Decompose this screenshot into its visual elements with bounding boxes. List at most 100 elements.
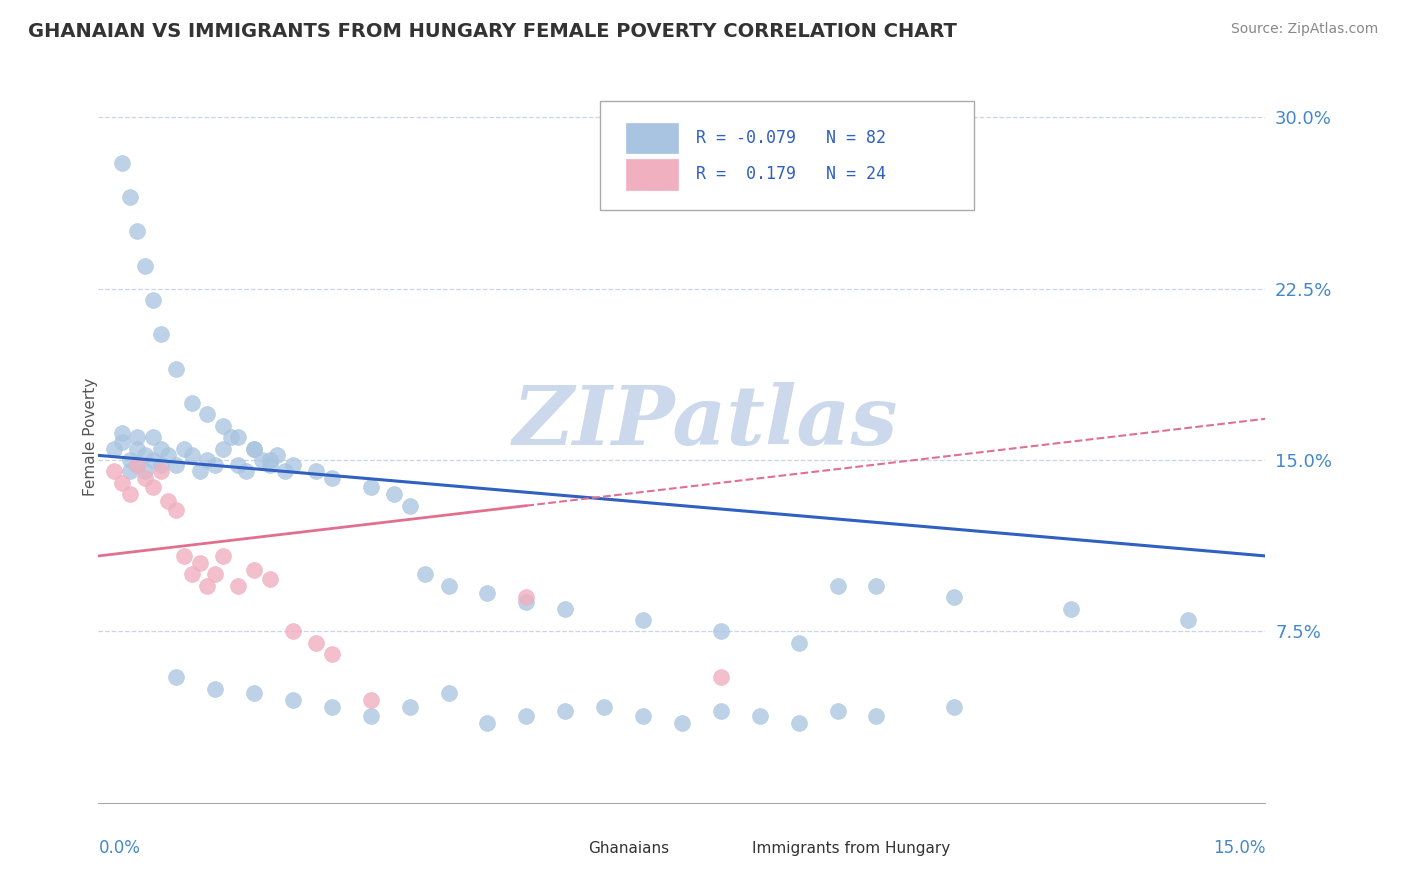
Point — [437, 686, 460, 700]
Point — [477, 715, 499, 730]
Point — [748, 709, 770, 723]
Point — [631, 613, 654, 627]
Point — [710, 670, 733, 684]
Point — [437, 579, 460, 593]
FancyBboxPatch shape — [626, 122, 679, 153]
Point — [243, 686, 266, 700]
Point — [235, 464, 257, 478]
Point — [134, 259, 156, 273]
Point — [398, 699, 420, 714]
Point — [134, 449, 156, 463]
Point — [111, 155, 134, 169]
Point — [173, 442, 195, 456]
Point — [188, 464, 211, 478]
Point — [827, 705, 849, 719]
Point — [165, 503, 187, 517]
Point — [228, 430, 250, 444]
Point — [134, 471, 156, 485]
Point — [212, 442, 235, 456]
Point — [321, 699, 343, 714]
Point — [142, 480, 165, 494]
Point — [515, 709, 537, 723]
Point — [266, 449, 288, 463]
Point — [149, 327, 172, 342]
Point — [157, 449, 180, 463]
Point — [515, 595, 537, 609]
Point — [204, 681, 226, 696]
Point — [127, 442, 149, 456]
Point — [554, 705, 576, 719]
Text: 0.0%: 0.0% — [98, 839, 141, 857]
Point — [865, 579, 887, 593]
Point — [219, 430, 242, 444]
Point — [250, 453, 273, 467]
Point — [305, 464, 328, 478]
Text: 15.0%: 15.0% — [1213, 839, 1265, 857]
Point — [360, 480, 382, 494]
Point — [111, 475, 134, 490]
Text: R = -0.079   N = 82: R = -0.079 N = 82 — [696, 129, 886, 147]
Point — [274, 464, 297, 478]
Point — [195, 579, 218, 593]
Point — [103, 464, 125, 478]
Point — [165, 458, 187, 472]
Point — [1060, 601, 1083, 615]
Text: GHANAIAN VS IMMIGRANTS FROM HUNGARY FEMALE POVERTY CORRELATION CHART: GHANAIAN VS IMMIGRANTS FROM HUNGARY FEMA… — [28, 22, 957, 41]
Point — [477, 585, 499, 599]
Point — [281, 693, 304, 707]
Point — [259, 458, 281, 472]
Point — [173, 549, 195, 563]
Text: Immigrants from Hungary: Immigrants from Hungary — [752, 840, 950, 855]
Point — [787, 715, 810, 730]
Point — [281, 624, 304, 639]
Point — [1177, 613, 1199, 627]
Point — [321, 647, 343, 661]
Point — [134, 464, 156, 478]
Point — [157, 494, 180, 508]
Y-axis label: Female Poverty: Female Poverty — [83, 378, 97, 496]
Point — [398, 499, 420, 513]
Point — [228, 458, 250, 472]
Point — [195, 453, 218, 467]
Point — [671, 715, 693, 730]
Point — [321, 471, 343, 485]
Point — [165, 361, 187, 376]
Point — [305, 636, 328, 650]
Point — [111, 425, 134, 440]
Point — [142, 293, 165, 307]
Point — [111, 434, 134, 449]
Text: ZIPatlas: ZIPatlas — [513, 383, 898, 462]
Point — [127, 458, 149, 472]
Point — [127, 430, 149, 444]
FancyBboxPatch shape — [541, 838, 579, 859]
Point — [212, 418, 235, 433]
Point — [118, 487, 141, 501]
Point — [943, 699, 966, 714]
Point — [149, 442, 172, 456]
Point — [149, 458, 172, 472]
Point — [827, 579, 849, 593]
Point — [165, 670, 187, 684]
Point — [243, 563, 266, 577]
Point — [188, 556, 211, 570]
Point — [180, 567, 202, 582]
Point — [212, 549, 235, 563]
Point — [195, 407, 218, 421]
Point — [118, 464, 141, 478]
Point — [204, 567, 226, 582]
Point — [127, 224, 149, 238]
Point — [943, 590, 966, 604]
Point — [515, 590, 537, 604]
Point — [281, 458, 304, 472]
FancyBboxPatch shape — [706, 838, 742, 859]
Point — [118, 190, 141, 204]
Point — [180, 449, 202, 463]
Text: R =  0.179   N = 24: R = 0.179 N = 24 — [696, 166, 886, 184]
Text: Ghanaians: Ghanaians — [589, 840, 669, 855]
Point — [787, 636, 810, 650]
FancyBboxPatch shape — [600, 101, 973, 211]
Point — [382, 487, 405, 501]
Point — [103, 442, 125, 456]
Point — [865, 709, 887, 723]
Point — [360, 693, 382, 707]
